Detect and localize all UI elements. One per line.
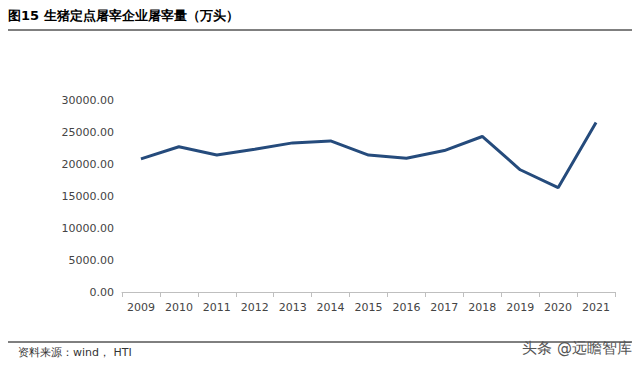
svg-text:2020: 2020 — [544, 301, 572, 314]
svg-text:5000.00: 5000.00 — [69, 254, 115, 267]
svg-text:2019: 2019 — [506, 301, 534, 314]
svg-text:2013: 2013 — [279, 301, 307, 314]
svg-text:2021: 2021 — [582, 301, 610, 314]
svg-text:2010: 2010 — [165, 301, 193, 314]
svg-text:头条 @远瞻智库: 头条 @远瞻智库 — [522, 339, 632, 357]
svg-text:2017: 2017 — [430, 301, 458, 314]
svg-text:2009: 2009 — [127, 301, 155, 314]
svg-text:25000.00: 25000.00 — [62, 126, 115, 139]
svg-text:2016: 2016 — [392, 301, 420, 314]
svg-text:15000.00: 15000.00 — [62, 190, 115, 203]
svg-text:资料来源：wind， HTI: 资料来源：wind， HTI — [18, 346, 132, 359]
svg-text:2015: 2015 — [355, 301, 383, 314]
svg-text:2018: 2018 — [468, 301, 496, 314]
svg-text:图15 生猪定点屠宰企业屠宰量（万头）: 图15 生猪定点屠宰企业屠宰量（万头） — [8, 8, 239, 23]
svg-text:0.00: 0.00 — [90, 286, 115, 299]
svg-text:10000.00: 10000.00 — [62, 222, 115, 235]
svg-text:2011: 2011 — [203, 301, 231, 314]
svg-text:2012: 2012 — [241, 301, 269, 314]
svg-text:30000.00: 30000.00 — [62, 94, 115, 107]
svg-text:20000.00: 20000.00 — [62, 158, 115, 171]
svg-text:2014: 2014 — [317, 301, 345, 314]
